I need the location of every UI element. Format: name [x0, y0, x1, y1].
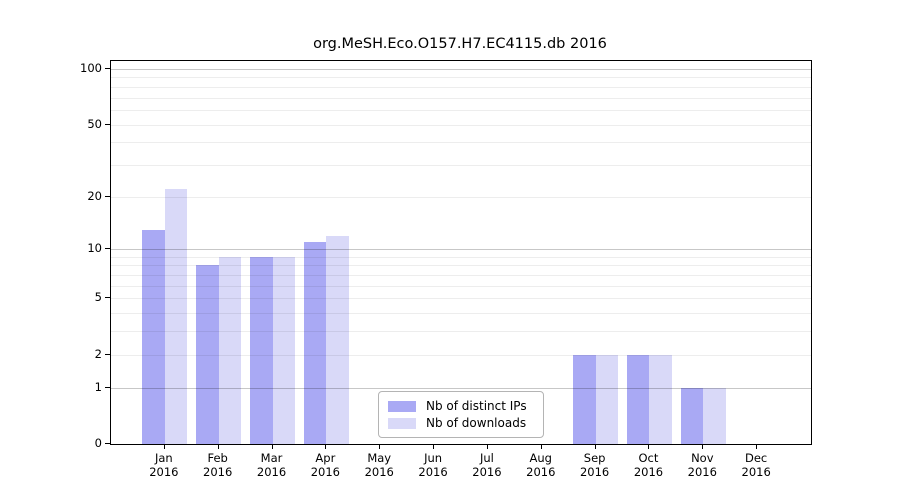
bar-downloads-jan — [164, 189, 188, 444]
gridline-y-9 — [111, 256, 811, 258]
bar-distinct-ips-apr — [303, 242, 327, 444]
y-tick-label-10: 10 — [87, 241, 102, 256]
x-tick-jul — [486, 444, 488, 449]
y-tick-50 — [105, 123, 110, 125]
y-tick-label-20: 20 — [87, 188, 102, 203]
gridline-y-7 — [111, 275, 811, 277]
gridline-y-4 — [111, 313, 811, 315]
x-tick-label-apr: Apr 2016 — [310, 451, 341, 479]
x-tick-dec — [756, 444, 758, 449]
gridline-y-40 — [111, 142, 811, 144]
x-tick-nov — [702, 444, 704, 449]
x-tick-feb — [217, 444, 219, 449]
gridline-y-20 — [111, 196, 811, 198]
gridline-y-5 — [111, 298, 811, 300]
bar-downloads-apr — [326, 235, 349, 444]
legend-entry-distinct-ips: Nb of distinct IPs — [388, 399, 543, 413]
x-tick-label-aug: Aug 2016 — [526, 451, 556, 479]
chart-title: org.MeSH.Eco.O157.H7.EC4115.db 2016 — [313, 36, 607, 52]
x-tick-label-oct: Oct 2016 — [633, 451, 664, 479]
gridline-y-8 — [111, 265, 811, 267]
x-tick-may — [379, 444, 381, 449]
gridline-y-70 — [111, 97, 811, 99]
bar-downloads-feb — [218, 256, 242, 444]
bar-downloads-oct — [649, 354, 672, 444]
x-tick-jun — [433, 444, 435, 449]
y-tick-20 — [105, 195, 110, 197]
legend-label-downloads: Nb of downloads — [426, 416, 527, 430]
bar-downloads-sep — [595, 354, 619, 444]
legend: Nb of distinct IPs Nb of downloads — [378, 391, 544, 438]
x-tick-oct — [648, 444, 650, 449]
y-tick-100 — [105, 67, 110, 69]
x-tick-label-may: May 2016 — [364, 451, 394, 479]
y-tick-label-0: 0 — [94, 436, 102, 450]
bar-distinct-ips-jan — [142, 229, 165, 444]
legend-swatch-downloads — [388, 417, 416, 429]
y-tick-2 — [105, 353, 110, 355]
bar-distinct-ips-sep — [573, 354, 596, 444]
plot-area — [110, 60, 812, 445]
gridline-y-50 — [111, 124, 811, 126]
x-tick-apr — [325, 444, 327, 449]
x-tick-label-mar: Mar 2016 — [256, 451, 287, 479]
y-tick-10 — [105, 248, 110, 250]
gridline-y-30 — [111, 164, 811, 166]
y-tick-label-100: 100 — [80, 60, 102, 75]
bar-distinct-ips-nov — [680, 387, 704, 444]
gridline-y-2 — [111, 354, 811, 356]
y-tick-label-50: 50 — [87, 116, 102, 131]
bar-distinct-ips-mar — [250, 256, 273, 444]
gridline-y-6 — [111, 285, 811, 287]
bar-downloads-mar — [272, 256, 296, 444]
legend-label-distinct-ips: Nb of distinct IPs — [426, 399, 527, 413]
gridline-y-60 — [111, 109, 811, 111]
gridline-y-3 — [111, 331, 811, 333]
bar-distinct-ips-feb — [196, 265, 219, 444]
gridline-y-80 — [111, 86, 811, 88]
x-tick-label-feb: Feb 2016 — [203, 451, 233, 479]
x-tick-mar — [271, 444, 273, 449]
legend-entry-downloads: Nb of downloads — [388, 416, 543, 430]
y-tick-0 — [105, 443, 110, 444]
x-tick-label-jul: Jul 2016 — [472, 451, 502, 479]
x-tick-sep — [594, 444, 596, 449]
gridline-y-100 — [111, 68, 811, 70]
y-tick-1 — [105, 386, 110, 388]
x-tick-label-sep: Sep 2016 — [579, 451, 610, 479]
y-tick-label-1: 1 — [94, 379, 102, 394]
y-tick-label-5: 5 — [94, 290, 102, 305]
bar-downloads-nov — [703, 387, 726, 444]
x-tick-label-jan: Jan 2016 — [149, 451, 179, 479]
x-tick-aug — [540, 444, 542, 449]
x-tick-label-nov: Nov 2016 — [687, 451, 717, 479]
gridline-y-90 — [111, 77, 811, 79]
x-tick-label-dec: Dec 2016 — [741, 451, 771, 479]
gridline-y-1 — [111, 387, 811, 389]
y-tick-label-2: 2 — [94, 346, 102, 361]
x-tick-jan — [163, 444, 165, 449]
bar-distinct-ips-oct — [626, 354, 650, 444]
y-tick-5 — [105, 297, 110, 299]
legend-swatch-distinct-ips — [388, 400, 416, 412]
gridline-y-10 — [111, 249, 811, 251]
x-tick-label-jun: Jun 2016 — [418, 451, 448, 479]
